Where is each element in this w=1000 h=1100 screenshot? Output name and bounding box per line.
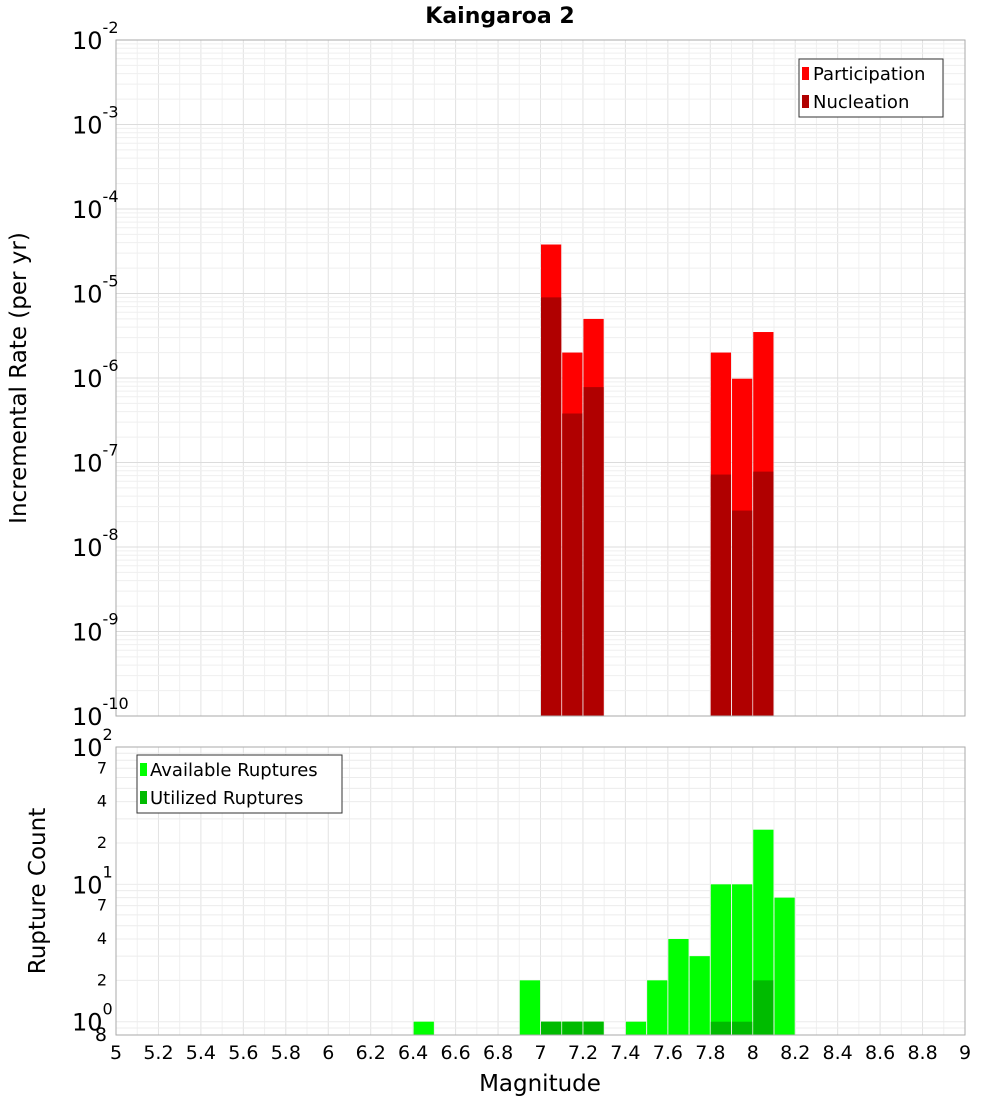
chart-title: Kaingaroa 2 (425, 4, 574, 29)
rate-bar-nucleation (710, 474, 732, 716)
count-bar-available-ruptures (774, 897, 795, 1035)
count-y-minor-tick-label: 7 (97, 896, 107, 915)
rate-bar-nucleation (541, 297, 562, 716)
count-x-tick-labels: 5 5.2 5.4 5.6 5.8 6 6.2 6.4 6.6 6.8 7 7.2 7.4 7.6 7.8 8… (110, 1042, 971, 1064)
rate-y-tick-label: 10-9 (72, 610, 119, 647)
legend-swatch-nucleation (802, 95, 809, 108)
rate-bar-nucleation (562, 413, 583, 716)
count-bar-utilized-ruptures (753, 980, 774, 1035)
legend-label-available: Available Ruptures (150, 760, 318, 781)
count-y-minor-tick-label: 4 (97, 929, 107, 948)
rate-panel: 10-10 10-9 10-8 10-7 10-6 10-5 10-4 10-3 10-2 In… (6, 18, 966, 731)
rate-y-tick-label: 10-7 (72, 441, 119, 478)
legend-label-participation: Participation (813, 64, 925, 85)
rate-y-tick-label: 10-10 (72, 694, 129, 731)
count-y-major-tick-label: 102 (72, 725, 113, 762)
count-bar-available-ruptures (519, 980, 540, 1035)
x-tick-label: 5 (110, 1042, 122, 1064)
rate-bars (541, 244, 774, 716)
count-bars (413, 829, 795, 1035)
x-tick-label: 6 (322, 1042, 334, 1064)
count-y-tick-labels: 100 101 102 8 2 4 7 2 4 7 (72, 725, 113, 1046)
legend-label-utilized: Utilized Ruptures (150, 788, 303, 809)
x-tick-label: 8.8 (907, 1042, 937, 1064)
count-bar-utilized-ruptures (541, 1021, 562, 1035)
rate-y-tick-label: 10-3 (72, 103, 119, 140)
x-tick-label: 5.6 (228, 1042, 258, 1064)
x-tick-label: 6.2 (356, 1042, 386, 1064)
count-bar-available-ruptures (625, 1021, 647, 1035)
count-y-axis-label: Rupture Count (25, 808, 51, 974)
x-tick-label: 5.2 (143, 1042, 173, 1064)
x-tick-label: 8.2 (780, 1042, 810, 1064)
count-bar-utilized-ruptures (732, 1021, 753, 1035)
count-y-major-tick-label: 101 (72, 862, 113, 899)
count-bar-available-ruptures (710, 884, 732, 1035)
count-y-minor-tick-label: 2 (97, 833, 107, 852)
legend-swatch-participation (802, 67, 809, 80)
x-axis-label: Magnitude (479, 1071, 601, 1097)
rate-y-tick-label: 10-4 (72, 187, 119, 224)
count-bar-available-ruptures (413, 1021, 434, 1035)
count-bar-utilized-ruptures (583, 1021, 604, 1035)
rate-y-tick-label: 10-6 (72, 356, 119, 393)
x-tick-label: 8.6 (865, 1042, 895, 1064)
count-y-minor-tick-label: 2 (97, 970, 107, 989)
x-tick-label: 6.8 (483, 1042, 513, 1064)
rate-bar-nucleation (732, 510, 753, 716)
x-tick-label: 7.8 (695, 1042, 725, 1064)
rate-legend: Participation Nucleation (798, 58, 944, 118)
legend-swatch-utilized (140, 791, 147, 804)
count-y-minor-tick-label: 8 (95, 1024, 107, 1046)
count-bar-utilized-ruptures (710, 1021, 732, 1035)
count-y-minor-tick-label: 7 (97, 758, 107, 777)
x-tick-label: 5.4 (186, 1042, 216, 1064)
x-tick-label: 7.4 (610, 1042, 640, 1064)
x-tick-label: 6.4 (398, 1042, 428, 1064)
rate-grid (115, 40, 966, 717)
x-tick-label: 6.6 (440, 1042, 470, 1064)
rate-y-tick-label: 10-5 (72, 272, 119, 309)
count-bar-available-ruptures (647, 980, 668, 1035)
count-bar-available-ruptures (668, 939, 689, 1035)
rate-plot-border (115, 39, 966, 717)
rate-y-tick-labels: 10-10 10-9 10-8 10-7 10-6 10-5 10-4 10-3 10-2 (72, 18, 129, 731)
x-tick-label: 7 (534, 1042, 546, 1064)
x-tick-label: 9 (959, 1042, 971, 1064)
rate-y-axis-label: Incremental Rate (per yr) (6, 232, 32, 524)
count-bar-utilized-ruptures (562, 1021, 583, 1035)
rate-y-tick-label: 10-8 (72, 525, 119, 562)
legend-swatch-available (140, 763, 147, 776)
count-legend: Available Ruptures Utilized Ruptures (136, 754, 343, 814)
count-plot-border (115, 746, 966, 1036)
rate-bar-nucleation (753, 471, 774, 716)
x-tick-label: 7.6 (653, 1042, 683, 1064)
rate-bar-nucleation (583, 387, 604, 716)
count-bar-available-ruptures (732, 884, 753, 1035)
x-tick-label: 8.4 (823, 1042, 853, 1064)
count-panel: 100 101 102 8 2 4 7 2 4 7 5 5.2 5.4 5.6 5.8 6 6.2 6.4 6.6… (25, 725, 971, 1097)
x-tick-label: 8 (747, 1042, 759, 1064)
count-y-major-tick-label: 100 (72, 1000, 113, 1037)
count-y-minor-tick-label: 4 (97, 792, 107, 811)
count-bar-available-ruptures (689, 956, 710, 1035)
rate-y-tick-label: 10-2 (72, 18, 119, 55)
rate-legend-box (798, 58, 944, 118)
count-legend-box (136, 754, 343, 814)
x-tick-label: 5.8 (271, 1042, 301, 1064)
x-tick-label: 7.2 (568, 1042, 598, 1064)
legend-label-nucleation: Nucleation (813, 92, 909, 113)
